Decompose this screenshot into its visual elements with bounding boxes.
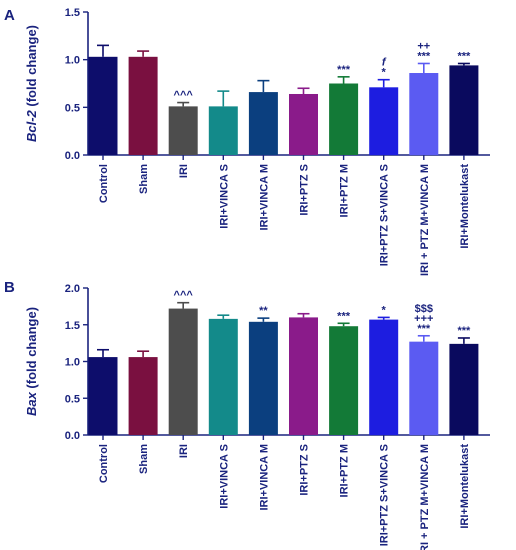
category-label: IRI+PTZ S (299, 444, 311, 496)
bar (329, 326, 359, 435)
bar (248, 92, 278, 155)
bar (168, 106, 198, 155)
bar (128, 56, 158, 155)
category-label: Sham (138, 444, 150, 474)
significance-label: *** (457, 50, 471, 62)
category-label: IRI+Montelukast (459, 444, 471, 529)
panel-letter: B (4, 279, 15, 296)
category-label: IRI+PTZ S+VINCA S (379, 164, 391, 266)
significance-label: +++ (414, 313, 433, 325)
category-label: IRI+PTZ S (299, 164, 311, 216)
significance-label: ^^^ (174, 290, 194, 302)
category-label: IRI+PTZ M (339, 444, 351, 497)
y-tick-label: 0.5 (65, 393, 80, 405)
y-tick-label: 0.0 (65, 430, 80, 442)
significance-label: *** (337, 310, 351, 322)
category-label: IRI+PTZ S+VINCA S (379, 444, 391, 546)
category-label: IRI+Montelukast (459, 164, 471, 249)
category-label: IRI (178, 444, 190, 458)
bar (409, 73, 439, 155)
category-label: IRI+VINCA M (258, 164, 270, 231)
significance-label: *** (417, 50, 431, 62)
bar (449, 65, 479, 155)
category-label: Control (98, 164, 110, 203)
significance-label: * (382, 67, 387, 79)
y-tick-label: 1.0 (65, 357, 80, 369)
category-label: IRI+VINCA S (218, 444, 230, 509)
bar (128, 357, 158, 435)
significance-label: ++ (417, 40, 430, 52)
category-label: IRI + PTZ M+VINCA M (419, 444, 431, 550)
category-label: IRI + PTZ M+VINCA M (419, 164, 431, 276)
bar (449, 343, 479, 435)
y-tick-label: 1.5 (65, 320, 80, 332)
bar (248, 321, 278, 435)
bar (289, 317, 318, 435)
category-label: Sham (138, 164, 150, 194)
y-tick-label: 0.5 (65, 102, 80, 114)
y-tick-label: 1.5 (65, 7, 80, 19)
category-label: Control (98, 444, 110, 483)
panel-letter: A (4, 7, 15, 24)
significance-label: ** (259, 305, 268, 317)
significance-label: ^^^ (174, 90, 194, 102)
bar (369, 319, 399, 435)
significance-label: f (382, 57, 387, 69)
bar (208, 106, 238, 155)
category-label: IRI+PTZ M (339, 164, 351, 217)
category-label: IRI+VINCA S (218, 164, 230, 229)
category-label: IRI+VINCA M (258, 444, 270, 511)
y-axis-label: Bax (fold change) (24, 307, 39, 416)
bar (409, 341, 439, 435)
significance-label: *** (337, 64, 351, 76)
significance-label: $$$ (415, 303, 433, 315)
panel-a: A Bcl-2 (fold change) 0.0 0.5 1.0 1.5 Control S… (4, 7, 490, 276)
bar (88, 56, 118, 155)
bar (369, 87, 399, 155)
y-tick-label: 0.0 (65, 150, 80, 162)
bar (289, 93, 318, 155)
bar (329, 83, 359, 155)
bar (88, 357, 118, 435)
significance-label: * (382, 304, 387, 316)
panel-b: B Bax (fold change) 0.0 0.5 1.0 1.5 2.0 Control… (4, 279, 490, 550)
y-tick-label: 1.0 (65, 55, 80, 67)
bar (208, 318, 238, 435)
significance-label: *** (417, 323, 431, 335)
bar (168, 308, 198, 435)
significance-label: *** (457, 325, 471, 337)
category-label: IRI (178, 164, 190, 178)
y-tick-label: 2.0 (65, 283, 80, 295)
y-axis-label: Bcl-2 (fold change) (24, 25, 39, 142)
